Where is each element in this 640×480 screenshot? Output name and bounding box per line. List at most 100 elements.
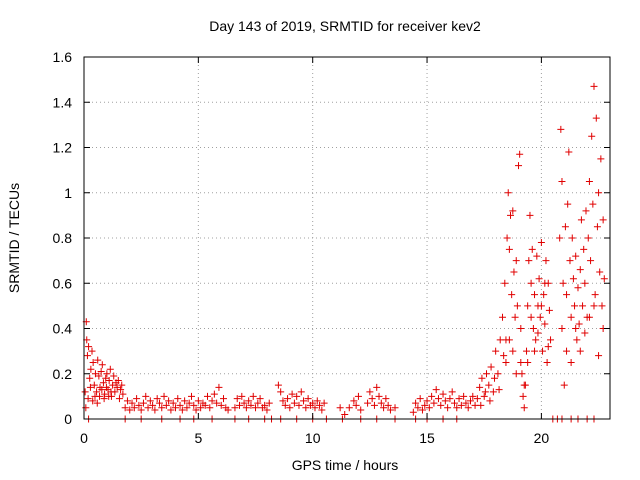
data-point (210, 390, 218, 398)
x-tick-label: 10 (305, 430, 321, 446)
data-point (579, 302, 587, 310)
data-point (439, 390, 447, 398)
data-point (135, 401, 143, 409)
data-point (502, 358, 510, 366)
data-point (515, 162, 523, 170)
y-tick-labels: 0 0.2 0.4 0.6 0.8 1 1.2 1.4 1.6 (53, 49, 73, 427)
data-point (133, 395, 141, 403)
data-point (593, 223, 601, 231)
data-point (162, 401, 170, 409)
data-point (155, 399, 163, 407)
data-point (256, 395, 264, 403)
data-point (541, 279, 549, 287)
data-point (564, 200, 572, 208)
data-point (245, 397, 253, 405)
data-point (409, 408, 417, 416)
data-point (185, 399, 193, 407)
data-point (492, 347, 500, 355)
data-point (477, 401, 485, 409)
x-tick-labels: 0 5 10 15 20 (80, 430, 549, 446)
data-point (592, 114, 600, 122)
data-point (151, 406, 159, 414)
data-point (414, 404, 422, 412)
y-tick-label: 1.2 (53, 140, 73, 156)
data-point (434, 395, 442, 403)
data-point (176, 401, 184, 409)
y-tick-label: 1.4 (53, 94, 73, 110)
data-point (318, 406, 326, 414)
data-point (501, 279, 509, 287)
data-point (192, 406, 200, 414)
data-point (566, 257, 574, 265)
data-point (412, 399, 420, 407)
data-point (544, 343, 552, 351)
data-point (89, 397, 97, 405)
data-point (527, 279, 535, 287)
data-point (524, 358, 532, 366)
data-point (512, 370, 520, 378)
data-point (126, 406, 134, 414)
data-point (187, 392, 195, 400)
data-point (476, 383, 484, 391)
data-point (582, 207, 590, 215)
data-point (110, 372, 118, 380)
data-point (536, 313, 544, 321)
data-point (311, 404, 319, 412)
data-point (220, 395, 228, 403)
x-axis-label: GPS time / hours (292, 457, 399, 473)
data-point (441, 397, 449, 405)
data-point (98, 386, 106, 394)
data-point (588, 132, 596, 140)
data-point (93, 388, 101, 396)
data-point (448, 388, 456, 396)
data-point (512, 257, 520, 265)
data-point (517, 325, 525, 332)
data-point (224, 406, 232, 414)
data-point (313, 397, 321, 405)
data-point (590, 302, 598, 310)
data-point (591, 291, 599, 299)
data-point (421, 401, 429, 409)
data-point (208, 397, 216, 405)
data-point (543, 358, 551, 366)
data-point (309, 399, 317, 407)
data-point (600, 275, 608, 283)
data-point (380, 404, 388, 412)
data-point (519, 392, 527, 400)
data-point (274, 381, 282, 389)
data-point (160, 392, 168, 400)
data-point (428, 392, 436, 400)
data-point (368, 395, 376, 403)
data-point (580, 245, 588, 253)
data-point (531, 347, 539, 355)
data-point (118, 381, 126, 389)
data-point (535, 275, 543, 283)
data-point (121, 404, 129, 412)
data-point (373, 383, 381, 391)
data-point (352, 401, 360, 409)
data-point (547, 336, 555, 344)
data-point (486, 397, 494, 405)
data-point (485, 381, 493, 389)
axis-ticks (83, 56, 610, 420)
data-point (391, 404, 399, 412)
data-point (96, 392, 104, 400)
data-point (89, 358, 97, 366)
data-point (320, 399, 328, 407)
data-point (263, 406, 271, 414)
y-tick-label: 1 (64, 185, 72, 201)
data-point (457, 401, 465, 409)
data-point (560, 381, 568, 389)
data-point (252, 404, 260, 412)
data-point (504, 189, 512, 197)
data-point (107, 388, 115, 396)
data-point (295, 401, 303, 409)
data-point (281, 401, 289, 409)
data-point (142, 392, 150, 400)
data-point (508, 291, 516, 299)
x-tick-label: 15 (419, 430, 435, 446)
data-point (197, 404, 205, 412)
data-point (290, 399, 298, 407)
data-point (526, 211, 534, 219)
data-point (430, 399, 438, 407)
